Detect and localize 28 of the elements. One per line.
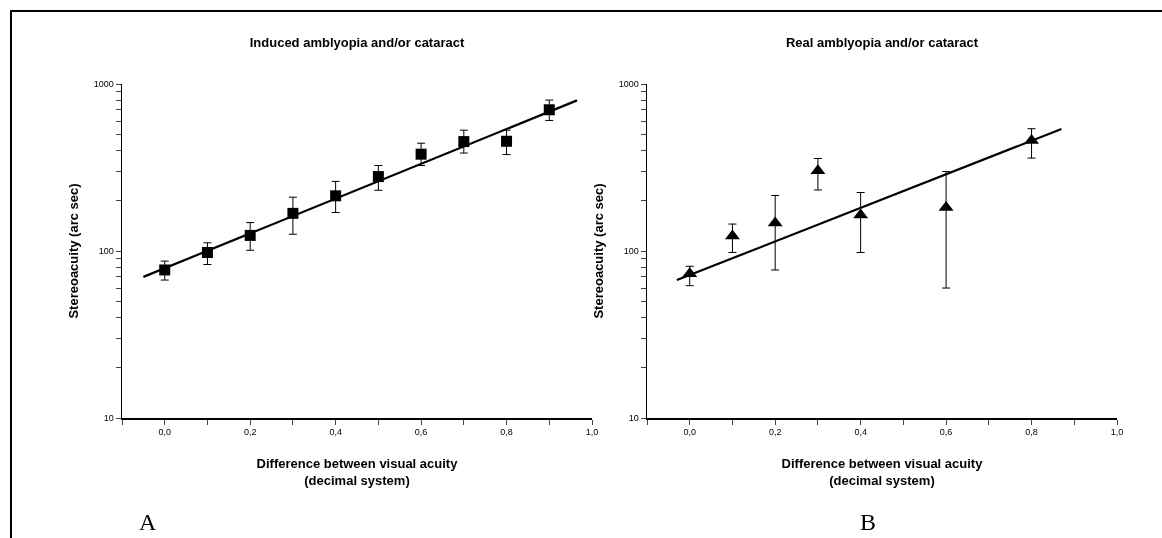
- x-tick-label: 1,0: [1110, 427, 1124, 438]
- x-tick-label: 0,8: [500, 427, 513, 438]
- x-tick-label: 0,0: [683, 427, 696, 438]
- text: B: [860, 509, 877, 535]
- y-tick-label: 1000: [93, 79, 114, 90]
- y-tick-label: 10: [103, 413, 114, 424]
- y-tick-label: 100: [98, 246, 114, 257]
- x-tick-label: 0,0: [158, 427, 171, 438]
- x-tick-label: 0,4: [854, 427, 867, 438]
- point: [415, 148, 427, 160]
- y-axis-title: Stereoacuity (arc sec): [590, 183, 606, 319]
- x-axis-title: Difference between visual acuity (decimal system): [256, 455, 459, 488]
- text: A: [139, 509, 157, 535]
- x-tick-label: 0,6: [939, 427, 953, 438]
- x-axis-title: Difference between visual acuity (decimal system): [781, 455, 984, 488]
- x-tick-label: 0,4: [329, 427, 342, 438]
- x-tick-label: 1,0: [585, 427, 599, 438]
- y-axis-title: Stereoacuity (arc sec): [65, 183, 81, 319]
- x-tick-label: 0,2: [768, 427, 782, 438]
- x-tick-label: 0,8: [1025, 427, 1038, 438]
- x-tick-label: 0,6: [414, 427, 428, 438]
- x-tick-label: 0,2: [243, 427, 257, 438]
- point: [501, 135, 513, 147]
- chart-title: Real amblyopia and/or cataract: [785, 34, 979, 50]
- y-tick-label: 100: [623, 246, 639, 257]
- chart-title: Induced amblyopia and/or cataract: [249, 34, 465, 50]
- y-tick-label: 1000: [618, 79, 639, 90]
- y-tick-label: 10: [628, 413, 639, 424]
